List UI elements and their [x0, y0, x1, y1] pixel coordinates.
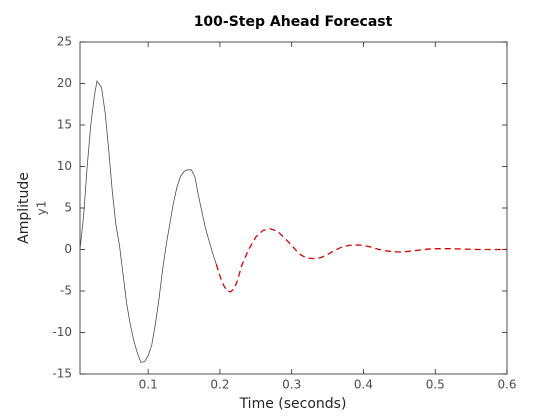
x-tick-label: 0.2 — [210, 378, 229, 392]
y-tick-label: 5 — [64, 201, 72, 215]
y-tick-label: 0 — [64, 242, 72, 256]
series-line — [215, 228, 507, 293]
y-axis-label: Amplitude — [16, 172, 32, 244]
y-tick-label: -10 — [52, 325, 72, 339]
output-label: y1 — [35, 201, 49, 216]
y-tick-label: 25 — [57, 35, 72, 49]
x-tick-label: 0.6 — [497, 378, 516, 392]
y-tick-label: -15 — [52, 367, 72, 381]
y-tick-label: 20 — [57, 76, 72, 90]
series-line — [79, 79, 217, 363]
y-tick-label: 10 — [57, 159, 72, 173]
y-tick-label: -5 — [60, 284, 72, 298]
chart-title: 100-Step Ahead Forecast — [194, 14, 393, 30]
x-tick-label: 0.5 — [426, 378, 445, 392]
x-tick-label: 0.1 — [139, 378, 158, 392]
x-axis-label: Time (seconds) — [239, 396, 347, 412]
axes-box — [79, 41, 508, 375]
x-tick-label: 0.4 — [354, 378, 373, 392]
x-tick-label: 0.3 — [282, 378, 301, 392]
y-tick-label: 15 — [57, 118, 72, 132]
